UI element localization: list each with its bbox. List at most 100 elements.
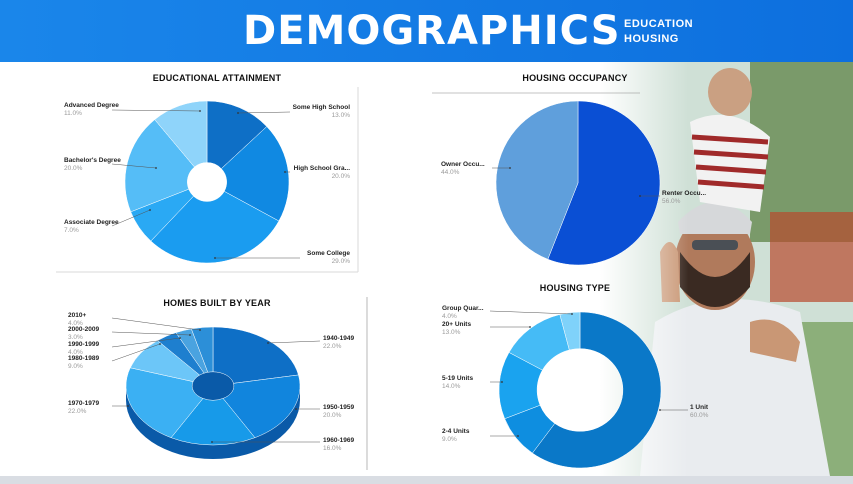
edu-label-advanced: Advanced Degree 11.0% (64, 102, 119, 118)
ht-label-2-4: 2-4 Units 9.0% (442, 428, 469, 444)
value-label: 44.0% (441, 169, 460, 176)
value-label: 13.0% (331, 112, 350, 119)
education-slice (124, 119, 195, 213)
edu-leader-advanced-dot (199, 110, 201, 112)
edu-label-some-high-school: Some High School 13.0% (280, 104, 350, 120)
ht-label-20-plus: 20+ Units 13.0% (442, 321, 471, 337)
value-label: 22.0% (68, 408, 87, 415)
homes-built-slice (125, 367, 204, 438)
hb-leader-1990-dot (179, 337, 181, 339)
category-label: 1990-1999 (68, 341, 100, 348)
edu-label-high-school: High School Gra... 20.0% (280, 165, 350, 181)
edu-leader-advanced (111, 109, 201, 112)
hb-leader-1970-dot (127, 405, 129, 407)
edu-leader-associate (111, 209, 151, 227)
value-label: 9.0% (68, 363, 83, 370)
edu-leader-some-hs-dot (237, 112, 239, 114)
education-slice (220, 126, 290, 222)
housing-type-chart-title: HOUSING TYPE (539, 283, 611, 293)
housing-type-slice (559, 311, 581, 351)
header-banner: DEMOGRAPHICS EDUCATION HOUSING (0, 0, 853, 62)
value-label: 4.0% (68, 320, 83, 327)
hb-leader-2010-dot (199, 329, 201, 331)
page-title: DEMOGRAPHICS (243, 8, 621, 54)
edu-label-bachelors: Bachelor's Degree 20.0% (64, 157, 121, 173)
value-label: 13.0% (442, 329, 461, 336)
category-label: 1940-1949 (323, 335, 355, 342)
occupancy-slice (547, 100, 661, 266)
subtitle-education: EDUCATION (624, 18, 694, 30)
category-label: Advanced Degree (64, 102, 119, 109)
ht-label-group: Group Quar... 4.0% (442, 305, 484, 321)
hb-leader-1980-dot (159, 343, 161, 345)
hb-label-1970: 1970-1979 22.0% (68, 400, 99, 416)
value-label: 4.0% (68, 349, 83, 356)
category-label: Some College (307, 250, 350, 257)
category-label: 1960-1969 (323, 437, 355, 444)
ht-leader-group-dot (571, 313, 573, 315)
hb-label-2000: 2000-2009 3.0% (68, 326, 99, 342)
hb-leader-1980 (111, 343, 161, 362)
hb-leader-2000-dot (189, 334, 191, 336)
ht-leader-1unit-dot (659, 409, 661, 411)
hb-label-1960: 1960-1969 16.0% (323, 437, 354, 453)
value-label: 7.0% (64, 227, 79, 234)
category-label: High School Gra... (293, 165, 350, 172)
education-slice (150, 191, 280, 264)
value-label: 60.0% (690, 412, 709, 419)
ht-leader-group (489, 310, 573, 315)
category-label: Owner Occu... (441, 161, 485, 168)
value-label: 16.0% (323, 445, 342, 452)
homes-built-slice (212, 326, 299, 384)
category-label: Group Quar... (442, 305, 484, 312)
category-label: 1 Unit (690, 404, 709, 411)
category-label: 1980-1989 (68, 355, 100, 362)
hb-leader-1940 (267, 340, 321, 344)
hb-leader-2010 (111, 317, 201, 331)
category-label: 1950-1959 (323, 404, 355, 411)
edu-label-some-college: Some College 29.0% (280, 250, 350, 266)
occupancy-slice (495, 100, 579, 260)
category-label: 5-19 Units (442, 375, 474, 382)
edu-leader-some-hs (237, 111, 291, 114)
edu-label-associate: Associate Degree 7.0% (64, 219, 119, 235)
category-label: Bachelor's Degree (64, 157, 121, 164)
edu-leader-associate-dot (149, 209, 151, 211)
ht-label-5-19: 5-19 Units 14.0% (442, 375, 473, 391)
occ-label-renter: Renter Occu... 56.0% (662, 190, 706, 206)
edu-leader-college-dot (214, 257, 216, 259)
occ-leader-owner-dot (509, 167, 511, 169)
hb-leader-1940-dot (267, 342, 269, 344)
hb-label-1950: 1950-1959 20.0% (323, 404, 354, 420)
category-label: Renter Occu... (662, 190, 707, 197)
category-label: 2000-2009 (68, 326, 100, 333)
ht-leader-2-4-dot (517, 435, 519, 437)
hb-label-1990: 1990-1999 4.0% (68, 341, 99, 357)
subtitle-housing: HOUSING (624, 33, 679, 45)
hb-label-2010: 2010+ 4.0% (68, 312, 86, 328)
category-label: Some High School (292, 104, 350, 111)
category-label: 20+ Units (442, 321, 472, 328)
value-label: 56.0% (662, 198, 681, 205)
value-label: 22.0% (323, 343, 342, 350)
education-slice (154, 100, 208, 168)
category-label: 2010+ (68, 312, 87, 319)
category-label: Associate Degree (64, 219, 119, 226)
occ-leader-renter-dot (639, 195, 641, 197)
footer-bar (0, 476, 853, 484)
value-label: 11.0% (64, 110, 82, 117)
ht-label-1-unit: 1 Unit 60.0% (690, 404, 708, 420)
hb-label-1980: 1980-1989 9.0% (68, 355, 99, 371)
hb-label-1940: 1940-1949 22.0% (323, 335, 354, 351)
occupancy-chart-title: HOUSING OCCUPANCY (522, 73, 628, 83)
occ-label-owner: Owner Occu... 44.0% (441, 161, 485, 177)
hb-leader-1960-dot (211, 441, 213, 443)
edu-leader-hs-dot (284, 171, 286, 173)
homes-built-slice (170, 398, 256, 446)
education-chart-title: EDUCATIONAL ATTAINMENT (152, 73, 282, 83)
edu-leader-bachelors (111, 163, 157, 169)
